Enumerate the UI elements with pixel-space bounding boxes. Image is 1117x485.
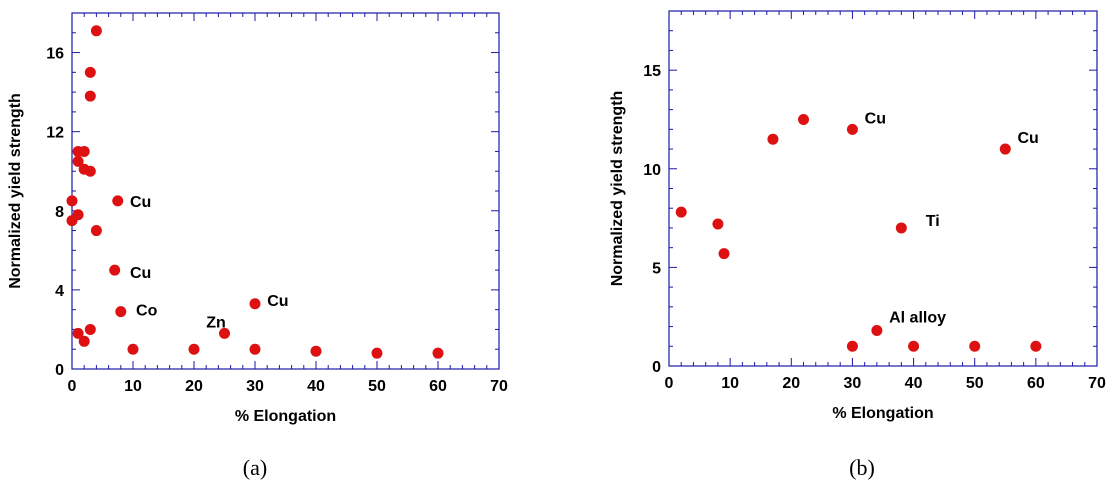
data-point [72, 327, 84, 339]
data-point [66, 215, 78, 227]
data-point [84, 90, 96, 102]
y-tick-label: 10 [643, 162, 661, 179]
annotation-label: Co [136, 303, 158, 320]
data-point [84, 323, 96, 335]
x-axis-label: % Elongation [832, 405, 933, 422]
data-point [78, 145, 90, 157]
annotation-label: Cu [865, 111, 886, 128]
data-point [798, 113, 810, 125]
x-tick-label: 30 [844, 375, 862, 392]
data-point [969, 340, 981, 352]
y-tick-label: 4 [55, 283, 64, 300]
x-tick-label: 60 [429, 378, 447, 395]
y-tick-label: 16 [46, 46, 64, 63]
x-tick-label: 70 [490, 378, 508, 395]
data-point [115, 306, 127, 318]
panel-a: 0 10 20 30 40 50 60 70 0 4 8 12 16 % Elongation Normal… [7, 12, 508, 425]
annotation-label: Cu [130, 194, 151, 211]
data-point [90, 25, 102, 37]
data-point [188, 343, 200, 355]
data-point [219, 327, 230, 339]
data-point [718, 248, 730, 260]
panel-b: 0 10 20 30 40 50 60 70 0 5 10 15 % Elongation Normali… [609, 10, 1106, 422]
data-point [127, 343, 139, 355]
annotation-label: Cu [130, 265, 151, 282]
data-point [84, 66, 96, 78]
data-point [78, 335, 90, 347]
data-point [84, 165, 96, 177]
x-tick-label: 70 [1088, 375, 1106, 392]
plot-frame [668, 10, 1098, 367]
data-point [109, 264, 121, 276]
annotation-label: Ti [926, 213, 940, 230]
x-tick-label: 0 [665, 375, 674, 392]
y-tick-label: 12 [46, 125, 64, 142]
x-tick-label: 10 [721, 375, 739, 392]
x-tick-label: 20 [185, 378, 203, 395]
x-tick-label: 40 [307, 378, 325, 395]
data-point [112, 195, 124, 207]
annotation-label: Cu [267, 293, 288, 310]
y-tick-label: 0 [55, 362, 64, 379]
x-tick-label: 0 [68, 378, 77, 395]
data-point [249, 343, 261, 355]
caption-b: (b) [849, 455, 875, 480]
data-point [249, 298, 261, 310]
x-tick-label: 10 [124, 378, 142, 395]
y-axis-label: Normalized yield strength [7, 93, 24, 289]
data-point [908, 340, 920, 352]
data-point [66, 195, 78, 207]
x-tick-label: 50 [966, 375, 984, 392]
data-point [846, 340, 858, 352]
x-tick-label: 20 [782, 375, 800, 392]
annotation-label: Cu [1018, 130, 1039, 147]
x-tick-label: 40 [905, 375, 923, 392]
y-tick-label: 8 [55, 204, 64, 221]
x-axis-label: % Elongation [235, 408, 336, 425]
annotation-label: Zn [206, 315, 226, 332]
data-point [712, 218, 724, 230]
y-tick-label: 15 [643, 63, 661, 80]
data-point [999, 143, 1011, 155]
annotation-label: Al alloy [889, 310, 946, 327]
y-axis-label: Normalized yield strength [609, 91, 626, 287]
data-point [310, 345, 322, 357]
data-point [675, 206, 687, 218]
data-point [1030, 340, 1042, 352]
x-tick-label: 50 [368, 378, 386, 395]
x-tick-label: 30 [246, 378, 264, 395]
y-tick-label: 0 [652, 359, 661, 376]
data-point [72, 155, 84, 167]
data-point [895, 222, 907, 234]
data-point [90, 225, 102, 237]
data-point [871, 325, 883, 336]
data-point [432, 347, 444, 359]
data-point [371, 347, 383, 359]
data-point [846, 123, 858, 135]
x-tick-label: 60 [1027, 375, 1045, 392]
caption-a: (a) [243, 455, 267, 480]
data-point [767, 133, 779, 145]
y-tick-label: 5 [652, 260, 661, 277]
